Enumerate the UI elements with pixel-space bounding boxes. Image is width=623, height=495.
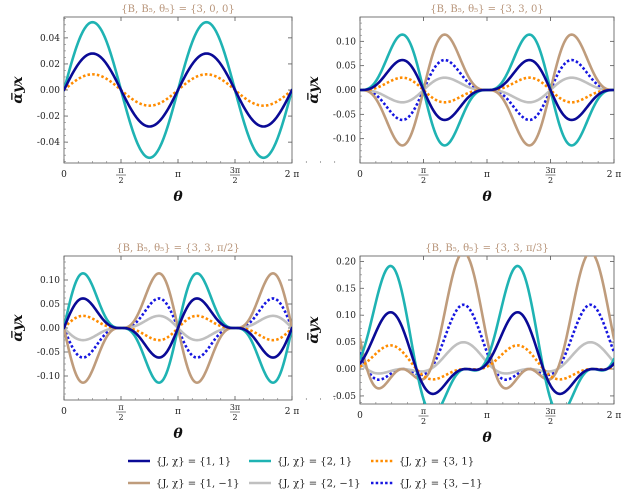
y-axis-label: α̅yx bbox=[10, 76, 26, 104]
series-group bbox=[360, 33, 614, 147]
x-tick-label: 0 bbox=[61, 407, 67, 417]
y-tick-label: 0.00 bbox=[40, 86, 60, 96]
x-tick-label: 0 bbox=[61, 170, 67, 180]
y-tick-label: 0.00 bbox=[336, 86, 356, 96]
x-axis-label: θ bbox=[173, 189, 183, 205]
x-tick-label: 3π bbox=[545, 407, 555, 416]
y-tick-label: -0.05 bbox=[333, 392, 356, 402]
series-group bbox=[64, 20, 292, 160]
x-tick-label: π bbox=[421, 407, 426, 416]
x-tick-label: 2 bbox=[548, 417, 553, 426]
x-tick-label: 2 bbox=[118, 176, 123, 185]
x-axis-label: θ bbox=[482, 189, 492, 205]
series-line bbox=[64, 52, 292, 128]
x-tick-label: π bbox=[484, 170, 490, 180]
series-line bbox=[360, 344, 614, 381]
panel-title: {B, B₅, θ₅} = {3, 3, π/2} bbox=[116, 243, 239, 254]
x-tick-label: 0 bbox=[357, 411, 363, 421]
x-axis-label: θ bbox=[173, 426, 183, 442]
y-tick-label: -0.10 bbox=[333, 135, 356, 145]
chart-panel-3: {B, B₅, θ₅} = {3, 3, π/2} -0.10 -0.05 0.00 0… bbox=[10, 243, 336, 442]
series-line bbox=[360, 264, 614, 404]
x-tick-label: 3π bbox=[230, 403, 240, 412]
y-tick-label: 0.00 bbox=[336, 365, 356, 375]
x-tick-label: 2 bbox=[232, 176, 237, 185]
series-line bbox=[360, 256, 614, 390]
y-tick-label: 0.02 bbox=[40, 60, 60, 70]
x-tick-label: 3π bbox=[230, 166, 240, 175]
series-line bbox=[64, 297, 292, 359]
series-line bbox=[360, 310, 614, 396]
legend-label: {J, χ} = {2, −1} bbox=[277, 479, 361, 490]
y-tick-label: 0.05 bbox=[336, 338, 356, 348]
legend-label: {J, χ} = {1, −1} bbox=[156, 479, 240, 490]
y-tick-label: 0.04 bbox=[40, 34, 60, 44]
x-tick-label: 2 bbox=[548, 176, 553, 185]
x-axis-label: θ bbox=[482, 430, 492, 446]
y-tick-label: -0.05 bbox=[333, 110, 356, 120]
y-tick-label: 0.10 bbox=[336, 37, 356, 47]
y-tick-label: 0.00 bbox=[40, 324, 60, 334]
x-tick-label: 2 π bbox=[607, 411, 622, 421]
y-tick-label: -0.10 bbox=[37, 372, 60, 382]
x-tick-label: 2 bbox=[421, 176, 426, 185]
legend-label: {J, χ} = {3, −1} bbox=[399, 479, 483, 490]
x-tick-label: π bbox=[118, 403, 123, 412]
y-tick-label: 0.05 bbox=[336, 62, 356, 72]
chart-panel-1: {B, B₅, θ₅} = {3, 0, 0} -0.04 -0.02 0.00 0.0… bbox=[10, 4, 336, 205]
panel-title: {B, B₅, θ₅} = {3, 0, 0} bbox=[121, 4, 234, 15]
legend-label: {J, χ} = {1, 1} bbox=[156, 457, 231, 468]
y-tick-label: 0.20 bbox=[336, 257, 356, 267]
x-tick-label: 2 bbox=[118, 413, 123, 422]
y-tick-label: 0.10 bbox=[40, 276, 60, 286]
series-line bbox=[360, 58, 614, 122]
x-tick-label: π bbox=[484, 411, 490, 421]
y-tick-label: 0.05 bbox=[40, 300, 60, 310]
x-tick-label: 3π bbox=[545, 166, 555, 175]
y-tick-label: -0.05 bbox=[37, 348, 60, 358]
legend-label: {J, χ} = {3, 1} bbox=[399, 457, 474, 468]
x-tick-label: 2 bbox=[421, 417, 426, 426]
x-tick-label: 2 π bbox=[285, 407, 300, 417]
x-tick-label: 2 π bbox=[285, 170, 300, 180]
panel-title: {B, B₅, θ₅} = {3, 3, 0} bbox=[430, 4, 543, 15]
x-tick-label: 2 bbox=[232, 413, 237, 422]
x-tick-label: 2 π bbox=[607, 170, 622, 180]
panel-title: {B, B₅, θ₅} = {3, 3, π/3} bbox=[425, 243, 548, 254]
x-tick-label: π bbox=[421, 166, 426, 175]
x-tick-label: π bbox=[175, 170, 181, 180]
y-tick-label: 0.10 bbox=[336, 311, 356, 321]
chart-panel-2: {B, B₅, θ₅} = {3, 3, 0} -0.10 -0.05 0.00 0.0… bbox=[306, 4, 622, 205]
series-group bbox=[64, 272, 292, 384]
y-tick-label: -0.04 bbox=[37, 138, 60, 148]
legend-label: {J, χ} = {2, 1} bbox=[277, 457, 352, 468]
y-axis-label: α̅yx bbox=[306, 316, 322, 344]
y-axis-label: α̅yx bbox=[306, 76, 322, 104]
chart-panel-4: {B, B₅, θ₅} = {3, 3, π/3} -0.05 0.00 0.05 0.… bbox=[306, 243, 622, 446]
x-tick-label: 0 bbox=[357, 170, 363, 180]
series-line bbox=[360, 76, 614, 104]
series-group bbox=[360, 256, 614, 404]
legend: {J, χ} = {1, 1} {J, χ} = {2, 1} {J, χ} = {… bbox=[128, 457, 483, 490]
x-tick-label: π bbox=[175, 407, 181, 417]
y-tick-label: 0.15 bbox=[336, 284, 356, 294]
y-tick-label: -0.02 bbox=[37, 112, 60, 122]
x-tick-label: π bbox=[118, 166, 123, 175]
y-axis-label: α̅yx bbox=[10, 314, 26, 342]
